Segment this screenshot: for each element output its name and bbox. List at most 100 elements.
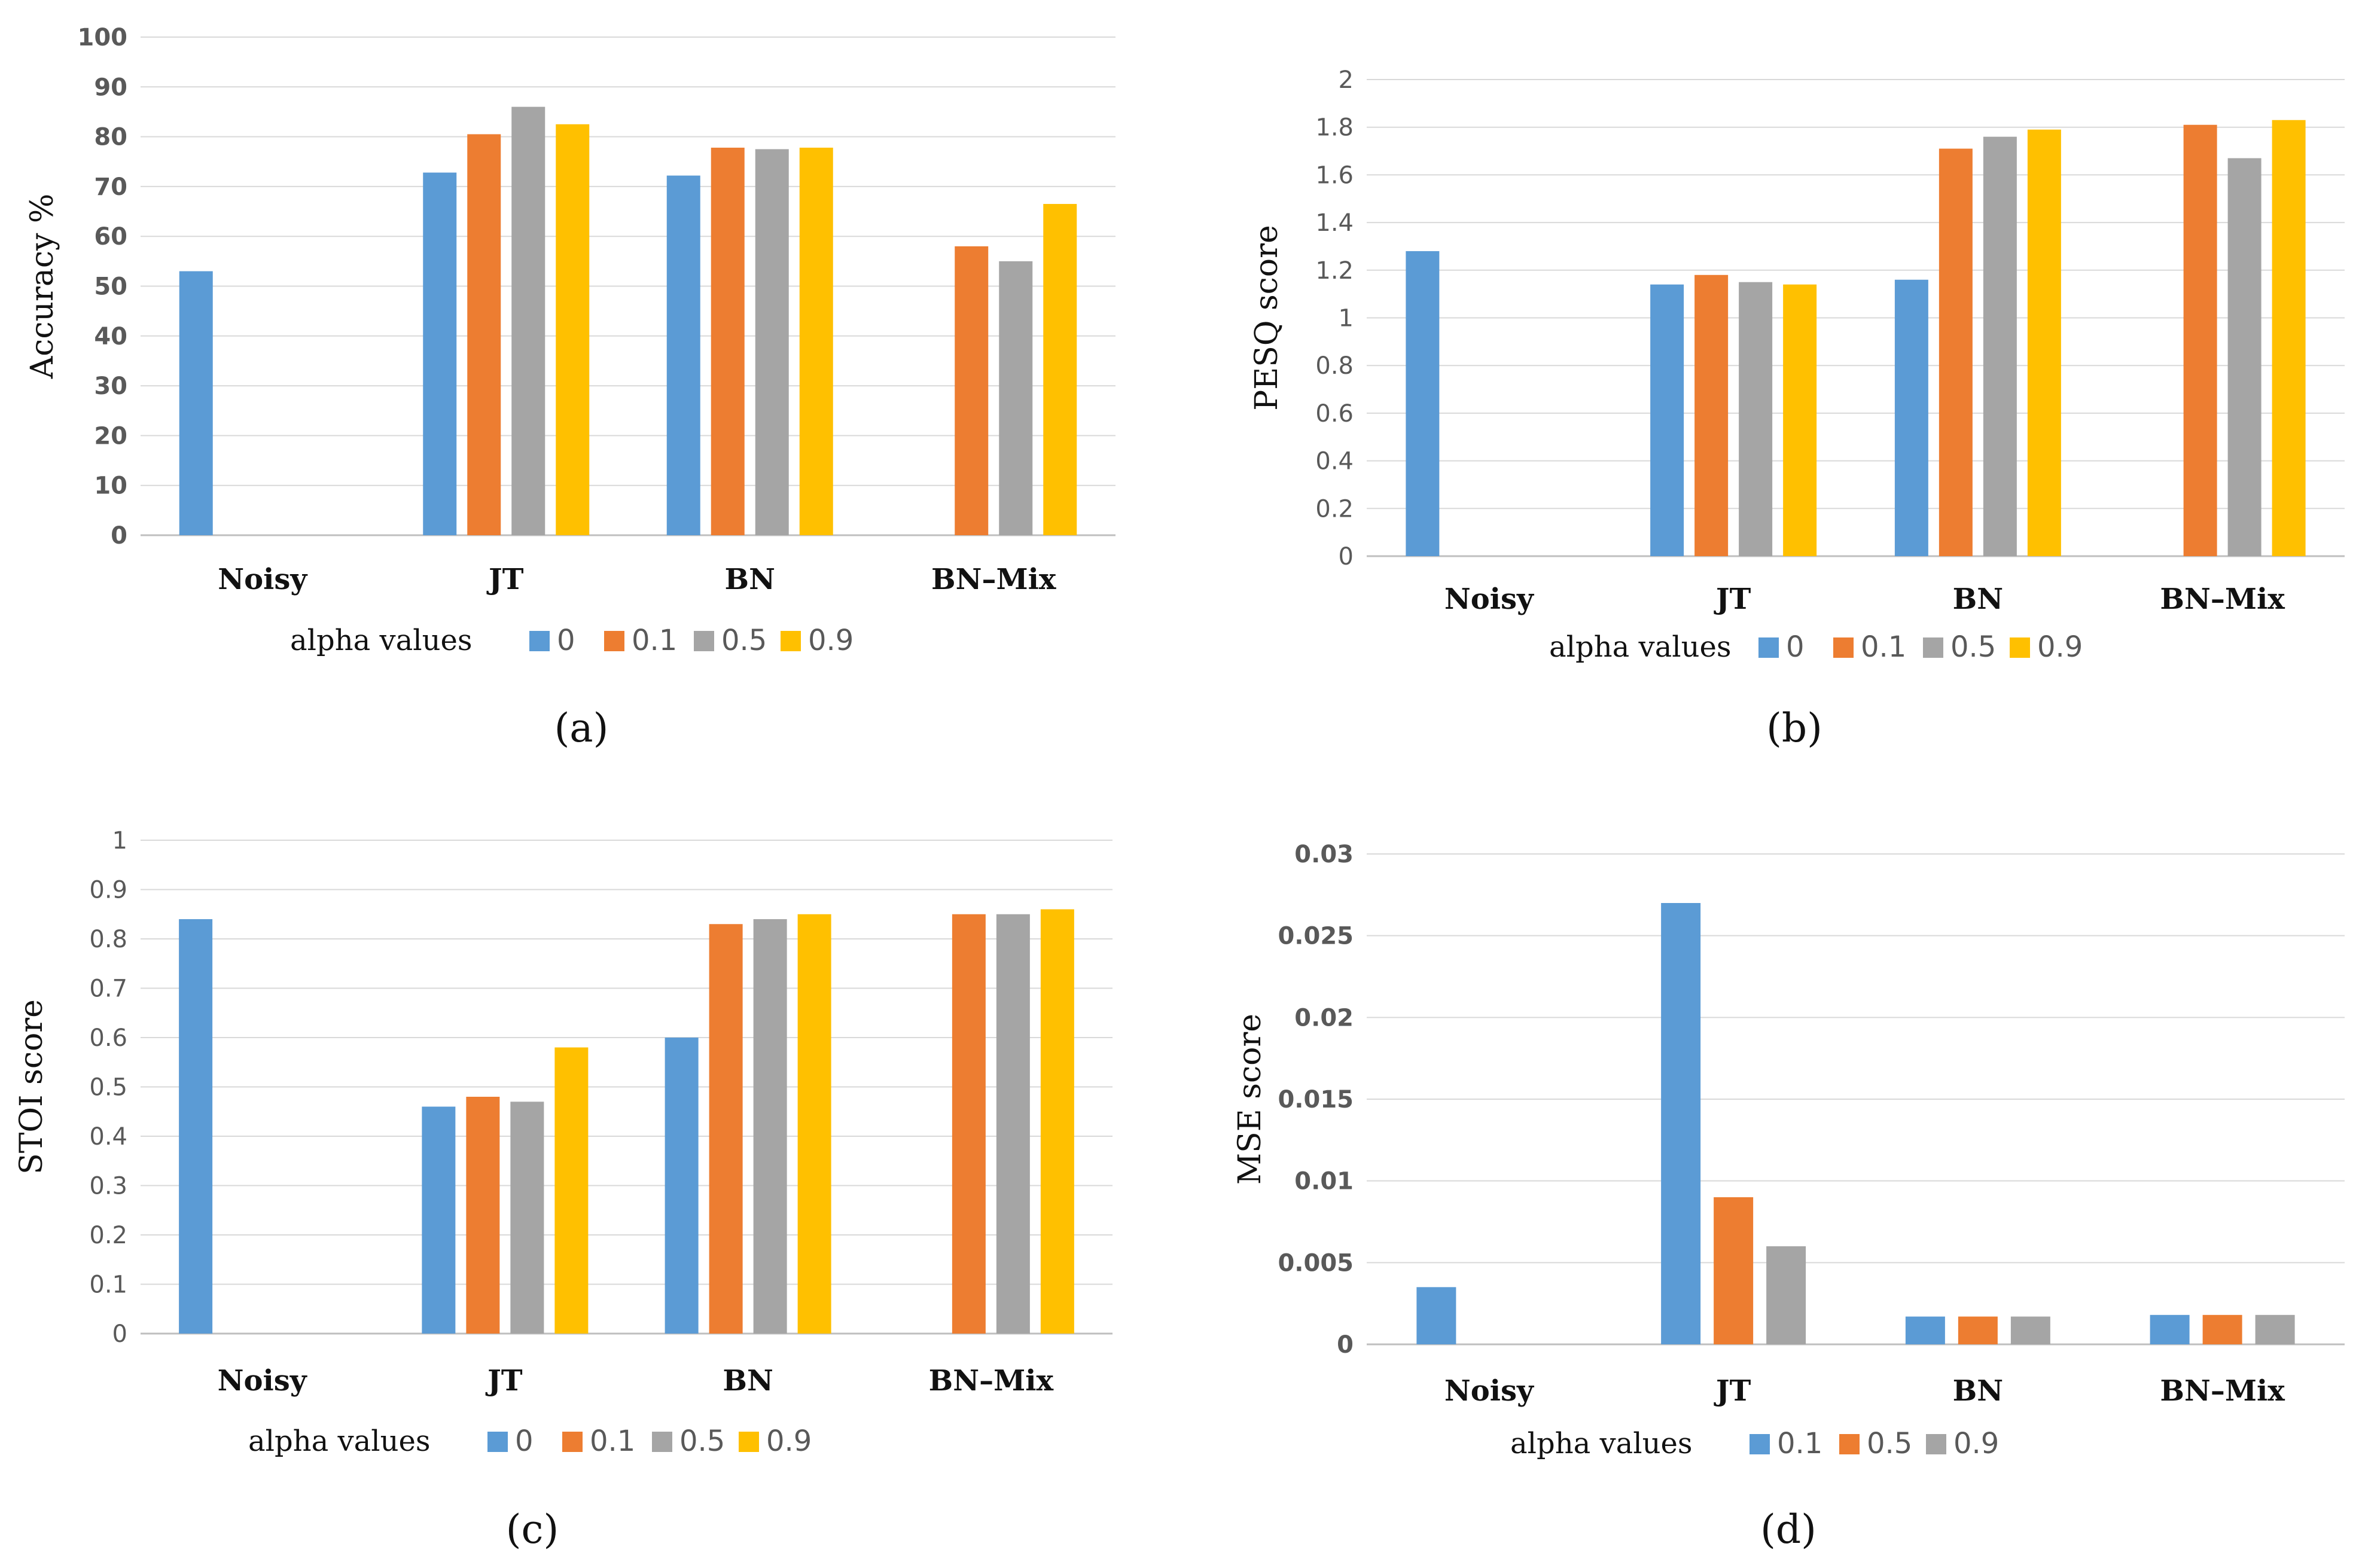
bar-bn-0.5 (1983, 136, 2017, 556)
bar-jt-0.9 (1783, 284, 1817, 556)
legend-swatch (1833, 637, 1854, 658)
bar-jt-0.1 (467, 134, 501, 535)
chart-panel-1: 0 10 20 30 40 50 60 70 80 90 100 Noisy JT BN BN–Mix Acc… (25, 24, 1115, 751)
legend-swatch (1839, 1434, 1860, 1454)
bar-bnmix-0.5 (2227, 158, 2261, 556)
y-axis-label: Accuracy % (25, 194, 60, 380)
bar-bn-0 (666, 175, 700, 536)
y-tick-label: 0.015 (1278, 1086, 1354, 1114)
bar-bnmix-0.5 (2202, 1314, 2242, 1344)
y-tick-label: 0.1 (89, 1271, 127, 1299)
category-label: BN (1953, 1374, 2003, 1408)
y-axis-label: STOI score (14, 999, 50, 1175)
y-tick-label: 0.5 (89, 1074, 127, 1102)
bar-jt-0.1 (1661, 903, 1701, 1344)
bar-bn-0.1 (1939, 148, 1973, 556)
legend-label: 0.1 (632, 624, 677, 657)
y-tick-label: 0.6 (89, 1024, 127, 1052)
panel-label: (a) (554, 705, 609, 751)
legend-label: 0.9 (808, 624, 854, 657)
legend-title: alpha values (290, 624, 473, 657)
bar-bnmix-0.1 (952, 914, 986, 1334)
legend-swatch (529, 631, 550, 651)
y-tick-label: 1.4 (1315, 209, 1354, 237)
y-tick-label: 2 (1339, 66, 1354, 94)
y-tick-label: 50 (94, 273, 127, 301)
bar-jt-0.1 (466, 1097, 500, 1334)
bar-bn-0 (1894, 279, 1928, 556)
legend-label: 0 (515, 1424, 534, 1458)
y-tick-label: 1.6 (1315, 161, 1354, 189)
legend-label: 0.1 (1861, 630, 1906, 664)
chart-panel-4: 0 0.005 0.01 0.015 0.02 0.025 0.03 Noisy JT BN BN–… (1232, 841, 2345, 1552)
legend-swatch (694, 631, 714, 651)
category-label: BN–Mix (2160, 582, 2285, 616)
chart-panel-3: 0 0.1 0.2 0.3 0.4 0.5 0.6 0.7 0.8 0.9 1 Noisy JT BN BN… (14, 827, 1113, 1552)
category-label: BN–Mix (929, 1364, 1054, 1398)
y-tick-label: 0.02 (1294, 1004, 1354, 1032)
legend-swatch (781, 631, 801, 651)
category-label: JT (1714, 1374, 1751, 1408)
y-tick-label: 0.7 (89, 975, 127, 1003)
bar-bnmix-0.9 (2272, 120, 2306, 556)
legend-label: 0.5 (679, 1424, 725, 1458)
bar-bnmix-0.1 (955, 246, 989, 535)
y-tick-label: 80 (94, 124, 127, 151)
bar-noisy-0 (179, 919, 213, 1334)
bar-bnmix-0.5 (999, 261, 1033, 535)
legend-label: 0.9 (2037, 630, 2083, 664)
legend-label: 0 (1786, 630, 1805, 664)
category-label: Noisy (1444, 1374, 1535, 1408)
y-tick-label: 40 (94, 323, 127, 350)
legend-swatch (2010, 637, 2030, 658)
y-tick-label: 0 (1337, 1331, 1354, 1359)
bar-noisy-0 (179, 271, 213, 535)
bar-jt-0.1 (1694, 274, 1729, 556)
legend-swatch (604, 631, 624, 651)
y-tick-label: 10 (94, 472, 127, 500)
y-tick-label: 1.8 (1315, 114, 1354, 142)
y-tick-label: 0.01 (1294, 1168, 1354, 1195)
y-tick-label: 90 (94, 74, 127, 101)
y-tick-label: 1 (112, 827, 127, 855)
legend-label: 0.5 (1867, 1427, 1912, 1460)
legend-label: 0.5 (1950, 630, 1996, 664)
bar-noisy-0 (1406, 251, 1440, 556)
bar-jt-0.5 (511, 106, 545, 535)
bar-bn-0.1 (711, 147, 745, 535)
category-label: BN (723, 1364, 773, 1398)
legend-label: 0.9 (766, 1424, 812, 1458)
bar-bn-0 (665, 1038, 699, 1334)
bar-bnmix-0.9 (1040, 909, 1074, 1334)
bar-bn-0.9 (2010, 1316, 2050, 1344)
y-tick-label: 0.025 (1278, 923, 1354, 950)
legend-swatch (1926, 1434, 1946, 1454)
category-label: JT (486, 563, 524, 596)
bar-bn-0.9 (2027, 129, 2061, 556)
y-tick-label: 1 (1339, 305, 1354, 332)
bar-jt-0.5 (510, 1102, 544, 1334)
bar-bn-0.5 (755, 149, 789, 536)
panel-label: (d) (1760, 1506, 1816, 1552)
category-label: BN–Mix (2160, 1374, 2285, 1408)
legend-label: 0.5 (721, 624, 767, 657)
category-label: BN (725, 563, 775, 596)
panel-label: (b) (1766, 705, 1822, 751)
legend-title: alpha values (1510, 1427, 1693, 1460)
bar-bn-0.9 (799, 147, 833, 535)
legend-label: 0.1 (1777, 1427, 1822, 1460)
legend-title: alpha values (1549, 630, 1732, 664)
legend-label: 0.9 (1953, 1427, 1999, 1460)
y-tick-label: 0.8 (1315, 352, 1354, 380)
bar-jt-0.5 (1714, 1197, 1754, 1344)
bar-jt-0.9 (1766, 1246, 1806, 1344)
legend-swatch (739, 1432, 759, 1452)
legend-swatch (487, 1432, 508, 1452)
bar-bn-0.9 (797, 914, 831, 1334)
bar-jt-0.9 (556, 124, 590, 535)
bar-bnmix-0.1 (2183, 124, 2217, 557)
bar-bnmix-0.1 (2150, 1314, 2190, 1344)
y-tick-label: 0.03 (1294, 841, 1354, 868)
bar-jt-0.9 (554, 1047, 589, 1334)
